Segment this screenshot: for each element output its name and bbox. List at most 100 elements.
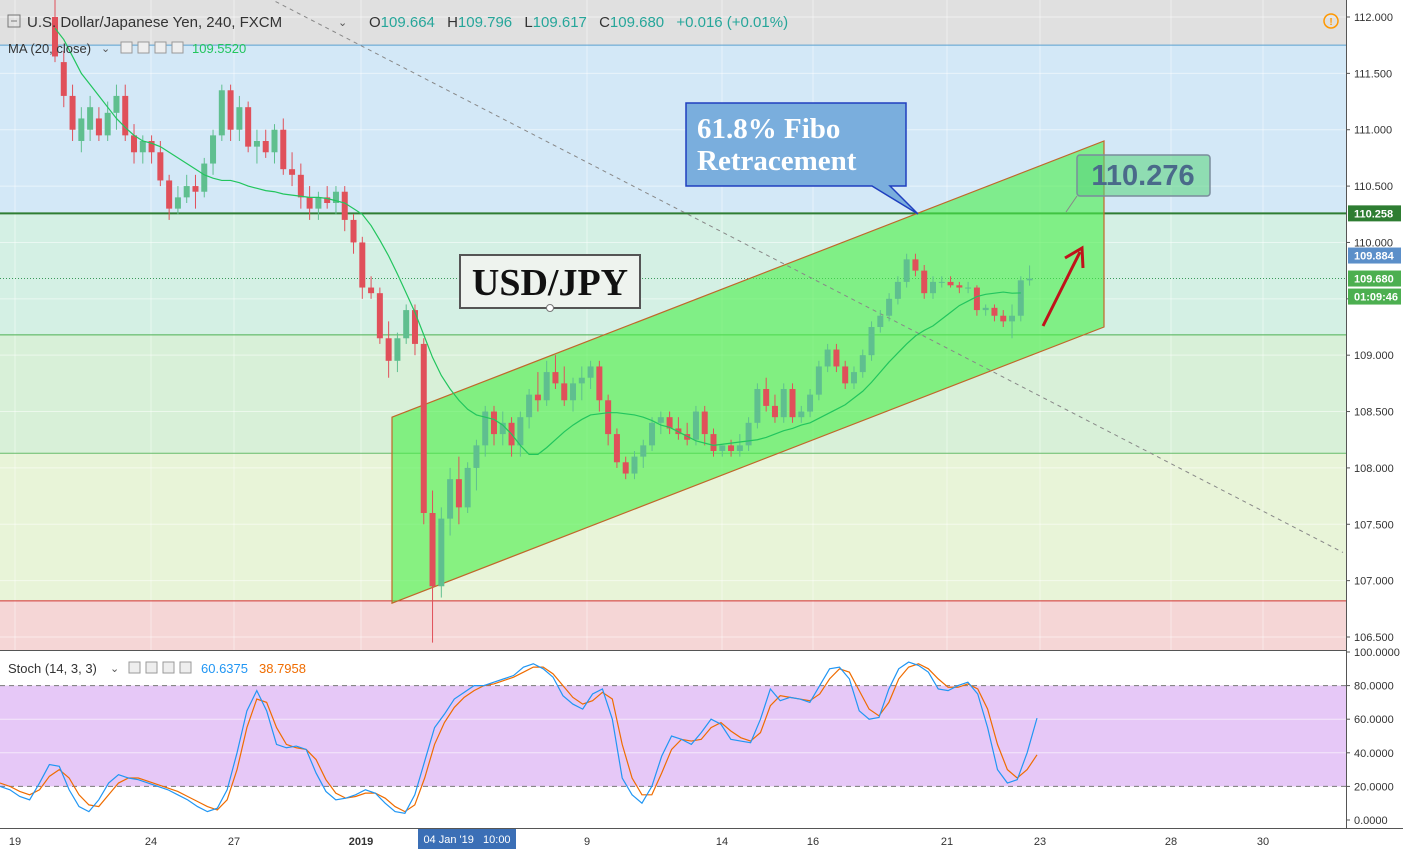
time-cursor-text: 04 Jan '19 10:00 [423,834,510,846]
plus-icon [154,41,167,54]
candle [350,214,357,254]
stoch-tick-label: 0.0000 [1354,815,1388,827]
fib-zone [0,0,1346,46]
fibo-callout[interactable]: 61.8% Fibo Retracement [685,102,919,215]
gear-icon [137,41,150,54]
candle [543,360,550,406]
time-tick-label: 19 [9,836,21,848]
candle [131,124,138,164]
candle [807,389,814,418]
pair-label-box[interactable]: USD/JPY [459,254,641,312]
stoch-tick-label: 100.0000 [1354,647,1400,659]
candle [789,383,796,423]
candle [438,507,445,598]
dashed-trend-line[interactable] [240,0,1344,553]
candle [385,321,392,378]
candle [236,95,243,141]
candle [631,451,638,480]
candle [517,411,524,457]
anchor-handle[interactable] [546,304,554,312]
stochastic-axis[interactable]: 100.0000 80.0000 60.0000 40.0000 20.0000 0.00… [1346,647,1403,828]
price-tags: 110.258 109.884 109.680 01:09:46 [1348,205,1401,305]
price-tick-label: 110.000 [1354,237,1393,249]
candle [157,141,164,187]
candle [622,456,629,480]
target-label-box[interactable]: 110.276 [1065,154,1211,213]
chevron-down-icon[interactable]: ⌄ [110,663,119,675]
indicator-tool-icons[interactable] [120,41,184,54]
stoch-tool-icons[interactable] [128,661,192,674]
time-tick-label: 24 [145,836,157,848]
time-axis[interactable]: 19 24 27 2019 9 14 16 21 23 28 30 [9,836,1269,848]
price-tick-label: 106.500 [1354,632,1394,644]
candle [201,157,208,198]
time-cursor-bg [418,829,516,849]
close-icon [179,661,192,674]
up-arrow[interactable] [1041,245,1085,327]
candle [947,276,954,288]
candle [245,101,252,153]
close-icon [171,41,184,54]
price-tick-label: 111.000 [1354,125,1392,137]
stoch-tick-label: 60.0000 [1354,714,1394,726]
alert-icon[interactable] [1323,13,1339,29]
candle [1026,265,1033,286]
candle [526,389,533,429]
ma-value: 109.5520 [192,41,246,56]
price-tick-label: 107.000 [1354,576,1394,588]
candle [174,186,181,215]
collapse-icon[interactable] [7,14,21,28]
candle [736,434,743,457]
candle [166,174,173,220]
candle [798,405,805,423]
time-tick-label: 21 [941,836,953,848]
candle [815,360,822,401]
chevron-down-icon[interactable]: ⌄ [338,17,347,29]
stoch-d-value: 38.7958 [259,661,306,676]
target-label: 110.276 [1091,160,1194,192]
target-label-bg [1076,154,1211,197]
candle [78,107,85,153]
change-value: +0.016 (+0.01%) [676,14,788,31]
pair-label-bg [459,254,641,309]
candle [218,84,225,141]
target-pointer [1065,195,1078,213]
candle [833,343,840,373]
chevron-down-icon[interactable]: ⌄ [101,43,110,55]
time-tick-label: 28 [1165,836,1177,848]
time-tick-label: 30 [1257,836,1269,848]
stochastic-d-line [0,663,1038,813]
price-tick-label: 108.000 [1354,463,1394,475]
candle [921,265,928,299]
price-tick-label: 108.500 [1354,407,1394,419]
ascending-channel[interactable] [391,140,1105,605]
candle [210,129,217,175]
time-tick-label: 16 [807,836,819,848]
candle [499,411,506,446]
stoch-legend-label[interactable]: Stoch (14, 3, 3) [8,661,97,676]
price-tag: 110.258 [1348,205,1401,222]
candle [771,394,778,423]
pair-label: USD/JPY [472,262,628,304]
candle [886,293,893,322]
candle [719,445,726,457]
time-tick-label: 9 [584,836,590,848]
candle [280,118,287,175]
price-tick-label: 110.500 [1354,181,1393,193]
candle [60,50,67,108]
candle [587,360,594,389]
candle [227,84,234,141]
candle [824,343,831,373]
candle [315,191,322,220]
candle [701,405,708,446]
candle [965,281,972,294]
candle [930,276,936,299]
symbol-title[interactable]: U.S. Dollar/Japanese Yen, 240, FXCM [27,14,282,31]
candle [1009,304,1016,339]
candle [640,439,647,468]
candle [956,281,963,294]
ma-legend-label[interactable]: MA (20, close) [8,41,91,56]
candle [87,95,94,141]
candle [297,163,304,209]
